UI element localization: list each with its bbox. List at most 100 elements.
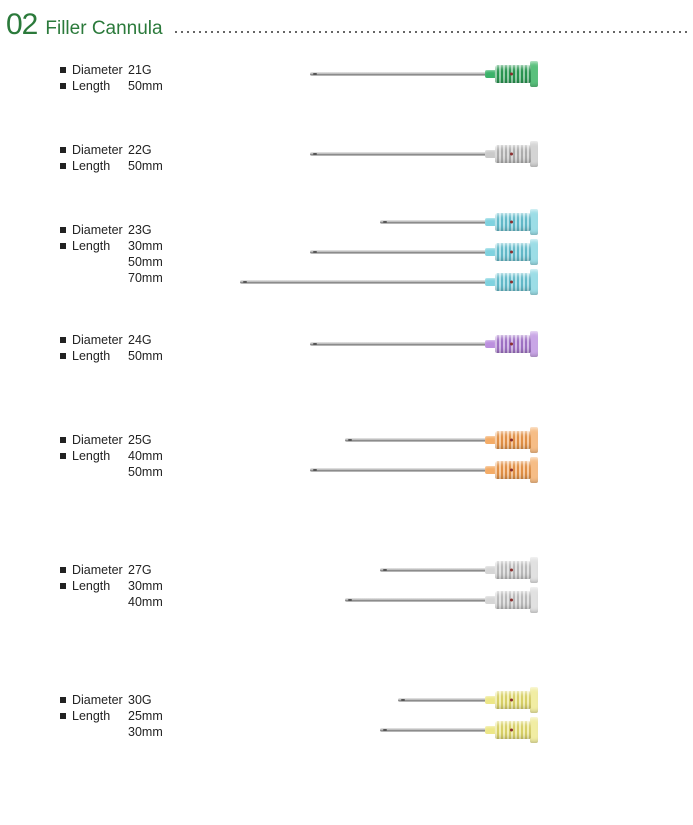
- spec-value: 50mm: [128, 348, 163, 364]
- spec-row-length: Length50mm: [60, 348, 163, 364]
- spec-value: 22G: [128, 142, 152, 158]
- spec-row-diameter: Diameter23G: [60, 222, 163, 238]
- cannula-hub: [485, 558, 538, 582]
- spec-value: 30G: [128, 692, 152, 708]
- hub-body: [495, 335, 531, 353]
- spec-block: Diameter30GLength25mm30mm: [60, 692, 163, 740]
- hub-flange: [530, 61, 538, 87]
- spec-value: 24G: [128, 332, 152, 348]
- cannula-stack: [310, 62, 538, 86]
- spec-row-diameter: Diameter30G: [60, 692, 163, 708]
- spec-row-length: Length30mm: [60, 238, 163, 254]
- cannula-stack: [310, 428, 538, 482]
- spec-row-length: Length25mm: [60, 708, 163, 724]
- indicator-dot-icon: [510, 569, 513, 572]
- cannula: [240, 210, 538, 234]
- cannula-shaft: [345, 438, 485, 442]
- hub-body: [495, 273, 531, 291]
- spec-label: Length: [72, 348, 128, 364]
- bullet-icon: [60, 453, 66, 459]
- hub-body: [495, 145, 531, 163]
- indicator-dot-icon: [510, 439, 513, 442]
- spec-value: 50mm: [128, 464, 163, 480]
- hub-body: [495, 561, 531, 579]
- spec-row-length: Length30mm: [60, 578, 163, 594]
- indicator-dot-icon: [510, 251, 513, 254]
- cannula-hub: [485, 240, 538, 264]
- cannula: [380, 718, 538, 742]
- spec-row-length: Length50mm: [60, 78, 163, 94]
- spec-label: Length: [72, 78, 128, 94]
- indicator-dot-icon: [510, 699, 513, 702]
- cannula-shaft: [398, 698, 486, 702]
- spec-value: 25G: [128, 432, 152, 448]
- hub-flange: [530, 717, 538, 743]
- cannula-shaft: [380, 220, 485, 224]
- cannula: [310, 428, 538, 452]
- indicator-dot-icon: [510, 73, 513, 76]
- hub-nose: [485, 150, 495, 158]
- hub-nose: [485, 596, 495, 604]
- spec-row-length: 50mm: [60, 464, 163, 480]
- cannula-hub: [485, 458, 538, 482]
- cannula: [310, 62, 538, 86]
- indicator-dot-icon: [510, 469, 513, 472]
- spec-value: 40mm: [128, 594, 163, 610]
- hub-nose: [485, 218, 495, 226]
- hub-nose: [485, 436, 495, 444]
- spec-label: Diameter: [72, 562, 128, 578]
- bullet-icon: [60, 227, 66, 233]
- indicator-dot-icon: [510, 221, 513, 224]
- spec-label: Length: [72, 238, 128, 254]
- cannula-stack: [345, 558, 538, 612]
- hub-body: [495, 65, 531, 83]
- spec-value: 50mm: [128, 158, 163, 174]
- cannula-hub: [485, 718, 538, 742]
- bullet-icon: [60, 353, 66, 359]
- bullet-icon: [60, 713, 66, 719]
- hub-flange: [530, 557, 538, 583]
- spec-value: 40mm: [128, 448, 163, 464]
- spec-row-length: Length40mm: [60, 448, 163, 464]
- spec-value: 30mm: [128, 238, 163, 254]
- spec-block: Diameter25GLength40mm50mm: [60, 432, 163, 480]
- bullet-icon: [60, 337, 66, 343]
- spec-label: Diameter: [72, 432, 128, 448]
- hub-flange: [530, 331, 538, 357]
- hub-flange: [530, 239, 538, 265]
- spec-row-length: 40mm: [60, 594, 163, 610]
- spec-label: Diameter: [72, 332, 128, 348]
- spec-block: Diameter27GLength30mm40mm: [60, 562, 163, 610]
- hub-nose: [485, 466, 495, 474]
- hub-body: [495, 431, 531, 449]
- cannula-shaft: [310, 152, 485, 156]
- spec-row-length: 70mm: [60, 270, 163, 286]
- cannula-shaft: [310, 250, 485, 254]
- cannula-shaft: [310, 342, 485, 346]
- bullet-icon: [60, 147, 66, 153]
- cannula: [310, 332, 538, 356]
- hub-body: [495, 243, 531, 261]
- cannula-stack: [310, 332, 538, 356]
- indicator-dot-icon: [510, 599, 513, 602]
- indicator-dot-icon: [510, 343, 513, 346]
- spec-label: Diameter: [72, 222, 128, 238]
- indicator-dot-icon: [510, 153, 513, 156]
- spec-block: Diameter21GLength50mm: [60, 62, 163, 94]
- cannula-stack: [380, 688, 538, 742]
- spec-value: 30mm: [128, 724, 163, 740]
- spec-label: Length: [72, 158, 128, 174]
- cannula: [345, 558, 538, 582]
- bullet-icon: [60, 437, 66, 443]
- cannula-stack: [310, 142, 538, 166]
- spec-label: Length: [72, 708, 128, 724]
- bullet-icon: [60, 567, 66, 573]
- section-title: Filler Cannula: [45, 18, 162, 40]
- cannula: [240, 240, 538, 264]
- cannula-shaft: [240, 280, 485, 284]
- spec-value: 30mm: [128, 578, 163, 594]
- bullet-icon: [60, 163, 66, 169]
- hub-nose: [485, 726, 495, 734]
- cannula-hub: [485, 270, 538, 294]
- hub-body: [495, 461, 531, 479]
